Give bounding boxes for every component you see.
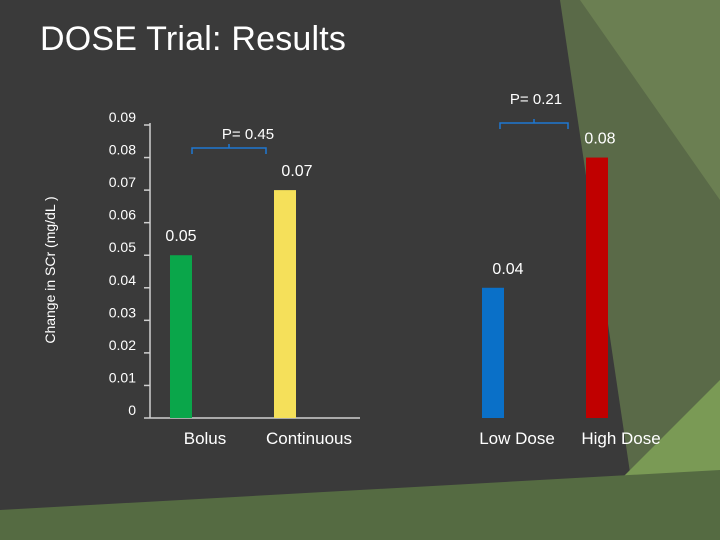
y-tick-label: 0.05 <box>109 239 136 255</box>
data-label: 0.05 <box>165 228 196 245</box>
p-value-label: P= 0.21 <box>510 91 562 108</box>
bar-low-dose <box>482 287 504 418</box>
y-tick-label: 0.03 <box>109 304 136 320</box>
comparison-brackets: P= 0.45 P= 0.21 <box>191 91 569 154</box>
data-label: 0.08 <box>584 131 615 148</box>
data-label: 0.07 <box>281 163 312 180</box>
comparison-bracket <box>499 119 569 129</box>
y-tick-labels: 0 0.01 0.02 0.03 0.04 0.05 0.06 0.07 0.08 0.09 <box>109 109 150 419</box>
category-label: High Dose <box>581 429 660 448</box>
category-label: Bolus <box>184 429 227 448</box>
category-labels: Bolus Continuous Low Dose High Dose <box>184 429 661 448</box>
y-tick-label: 0.08 <box>109 142 136 158</box>
data-label: 0.04 <box>492 261 523 278</box>
y-tick-label: 0.09 <box>109 109 136 125</box>
chart-bars <box>170 157 608 419</box>
p-value-label: P= 0.45 <box>222 126 274 143</box>
bar-high-dose <box>586 157 608 419</box>
y-tick-label: 0.02 <box>109 337 136 353</box>
y-axis-label: Change in SCr (mg/dL ) <box>42 196 58 343</box>
bar-bolus <box>170 255 192 418</box>
bar-continuous <box>274 190 296 418</box>
slide-title: DOSE Trial: Results <box>40 20 347 58</box>
y-tick-label: 0.01 <box>109 369 136 385</box>
category-label: Low Dose <box>479 429 555 448</box>
comparison-bracket <box>191 144 267 154</box>
y-tick-label: 0.07 <box>109 174 136 190</box>
y-tick-label: 0.06 <box>109 207 136 223</box>
y-tick-label: 0 <box>128 402 136 418</box>
category-label: Continuous <box>266 429 352 448</box>
value-labels: 0.05 0.07 0.04 0.08 <box>165 131 615 278</box>
y-tick-label: 0.04 <box>109 272 136 288</box>
